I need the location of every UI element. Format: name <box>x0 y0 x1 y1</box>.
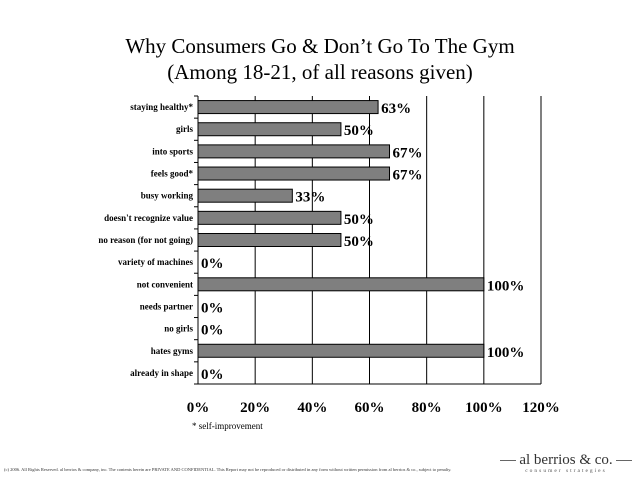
x-tick-label: 0% <box>187 400 210 416</box>
footnote: * self-improvement <box>192 421 263 431</box>
category-label: already in shape <box>130 368 193 378</box>
copyright-notice: (c) 2006. All Rights Reserved. al berrio… <box>4 467 452 472</box>
x-tick-label: 120% <box>522 400 560 416</box>
category-label: girls <box>176 124 193 134</box>
data-label: 100% <box>487 345 525 361</box>
bar <box>197 144 391 159</box>
category-label: busy working <box>141 191 194 201</box>
category-label: not convenient <box>137 279 193 289</box>
data-label: 33% <box>295 190 325 206</box>
category-label: staying healthy* <box>130 102 193 112</box>
category-label: no girls <box>164 324 193 334</box>
data-label: 0% <box>201 367 224 383</box>
company-logo: al berrios & co. consumer strategies <box>496 452 636 474</box>
bar <box>197 100 379 115</box>
data-label: 63% <box>381 101 411 117</box>
bar <box>197 122 342 137</box>
data-label: 50% <box>344 212 374 228</box>
category-label: doesn't recognize value <box>104 213 193 223</box>
data-label: 0% <box>201 300 224 316</box>
category-label: into sports <box>152 146 193 156</box>
logo-tagline: consumer strategies <box>525 468 607 474</box>
data-label: 0% <box>201 323 224 339</box>
x-tick-label: 60% <box>355 400 385 416</box>
category-label: needs partner <box>140 301 193 311</box>
data-label: 50% <box>344 123 374 139</box>
bar <box>197 277 485 292</box>
x-tick-label: 20% <box>240 400 270 416</box>
x-tick-label: 40% <box>297 400 327 416</box>
bar <box>197 343 485 358</box>
x-tick-label: 100% <box>465 400 503 416</box>
category-label: variety of machines <box>118 257 193 267</box>
logo-name: al berrios & co. <box>519 452 613 468</box>
data-label: 0% <box>201 256 224 272</box>
bar <box>197 210 342 225</box>
bar <box>197 166 391 181</box>
data-label: 67% <box>393 168 423 184</box>
data-label: 67% <box>393 145 423 161</box>
category-label: hates gyms <box>151 346 194 356</box>
category-label: feels good* <box>151 169 194 179</box>
data-label: 100% <box>487 278 525 294</box>
chart-subtitle: (Among 18-21, of all reasons given) <box>167 60 473 84</box>
chart-title: Why Consumers Go & Don’t Go To The Gym <box>125 34 515 58</box>
bar <box>197 188 293 203</box>
data-label: 50% <box>344 234 374 250</box>
category-label: no reason (for not going) <box>98 235 193 245</box>
x-tick-label: 80% <box>412 400 442 416</box>
bar <box>197 233 342 247</box>
